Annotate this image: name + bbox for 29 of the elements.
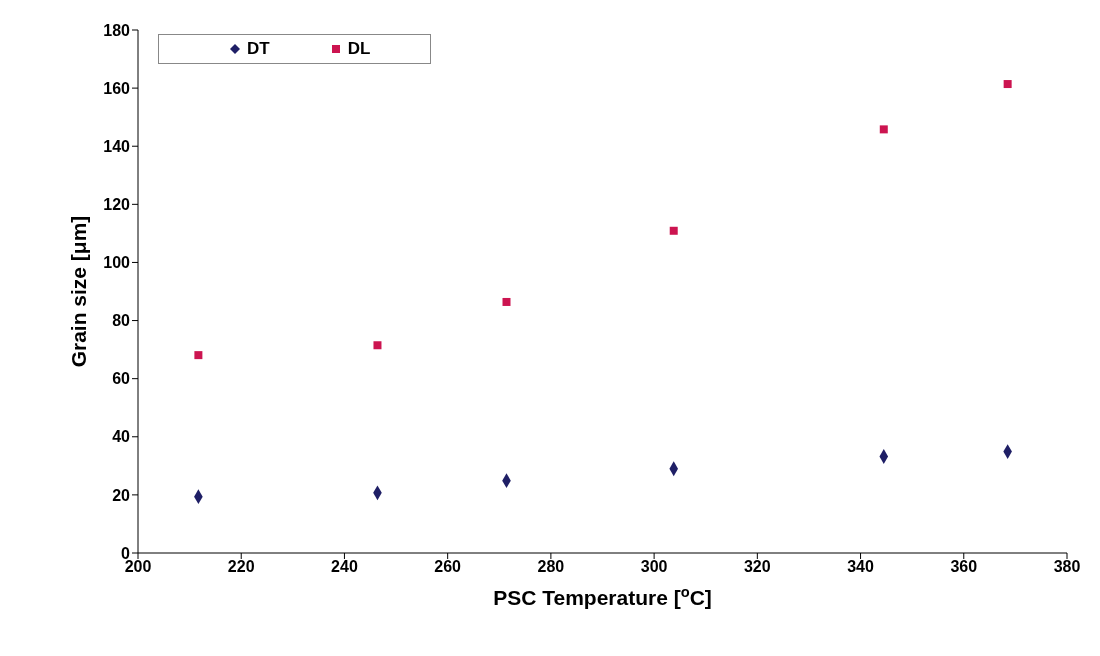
x-tick-label: 260 xyxy=(434,558,462,576)
y-tick-label: 20 xyxy=(112,486,131,504)
y-tick-label: 40 xyxy=(112,428,131,446)
point xyxy=(669,226,678,235)
y-axis-title: Grain size [μm] xyxy=(67,215,90,368)
x-tick-label: 300 xyxy=(640,558,668,576)
point xyxy=(1003,80,1012,89)
y-tick-label: 100 xyxy=(103,254,131,272)
x-tick-label: 220 xyxy=(227,558,255,576)
x-tick-label: 200 xyxy=(124,558,152,576)
x-tick-label: 320 xyxy=(743,558,771,576)
x-tick-label: 280 xyxy=(537,558,565,576)
y-tick-label: 140 xyxy=(103,137,131,155)
y-tick-label: 80 xyxy=(112,312,131,330)
x-tick-label: 240 xyxy=(331,558,358,576)
point xyxy=(194,351,203,360)
y-tick-label: 160 xyxy=(103,79,131,97)
x-tick-label: 360 xyxy=(950,558,978,576)
y-tick-label: 120 xyxy=(103,196,131,214)
y-tick-label: 180 xyxy=(103,21,131,39)
point xyxy=(373,341,382,350)
x-tick-label: 340 xyxy=(847,558,874,576)
point xyxy=(502,297,511,306)
legend-label: DT xyxy=(246,39,270,59)
legend-label: DL xyxy=(346,39,371,59)
y-tick-label: 60 xyxy=(112,370,131,388)
point xyxy=(879,125,888,134)
x-axis-title: PSC Temperature [$^{o}$C] xyxy=(493,584,712,609)
x-tick-label: 380 xyxy=(1053,558,1081,576)
